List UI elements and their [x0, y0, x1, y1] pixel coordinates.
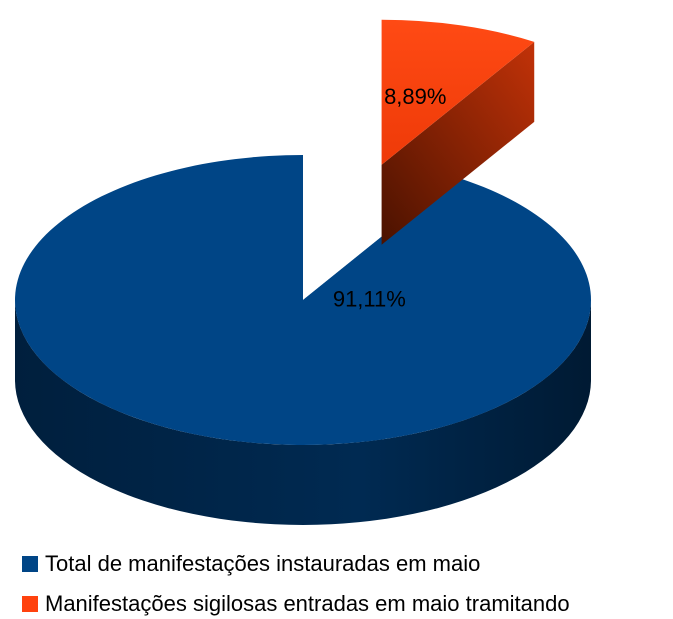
- legend: Total de manifestações instauradas em ma…: [22, 551, 570, 616]
- legend-label: Total de manifestações instauradas em ma…: [45, 551, 480, 576]
- slice-side: [15, 300, 591, 525]
- pie: 91,11% 8,89%: [14, 19, 591, 525]
- legend-swatch: [22, 556, 38, 572]
- slice: [14, 155, 591, 445]
- data-label: 91,11%: [333, 286, 406, 311]
- legend-swatch: [22, 596, 38, 612]
- slice-cut-face: [381, 41, 535, 245]
- legend-label: Manifestações sigilosas entradas em maio…: [45, 591, 570, 616]
- slice: [381, 19, 535, 165]
- data-label: 8,89%: [384, 84, 446, 109]
